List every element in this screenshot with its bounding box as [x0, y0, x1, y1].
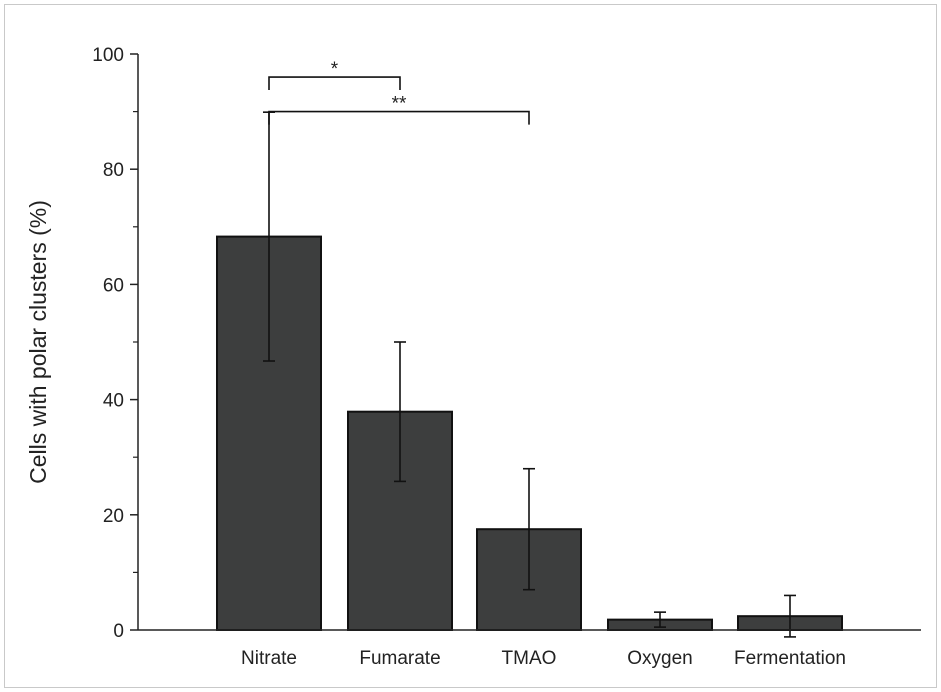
significance-bracket [268, 110, 530, 125]
significance-bracket [268, 76, 401, 91]
significance-label: * [331, 59, 339, 80]
y-axis-title: Cells with polar clusters (%) [25, 200, 51, 484]
y-tick-label: 80 [103, 160, 124, 181]
category-label: Nitrate [241, 648, 297, 669]
y-tick-label: 0 [113, 621, 124, 642]
y-ticks-layer: 0 20 40 60 80 100 [92, 45, 138, 642]
y-tick-label: 60 [103, 275, 124, 296]
category-labels-layer: Nitrate Fumarate TMAO Oxygen Fermentation [241, 648, 846, 669]
category-label: Fermentation [734, 648, 846, 669]
category-label: Oxygen [627, 648, 692, 669]
y-tick-label: 100 [92, 45, 124, 66]
category-label: TMAO [502, 648, 557, 669]
error-bars-layer [263, 111, 796, 638]
y-tick-label: 20 [103, 506, 124, 527]
significance-layer: *** [268, 59, 530, 125]
chart-frame [4, 4, 937, 688]
y-tick-label: 40 [103, 391, 124, 412]
significance-label: ** [392, 94, 407, 115]
category-label: Fumarate [359, 648, 440, 669]
